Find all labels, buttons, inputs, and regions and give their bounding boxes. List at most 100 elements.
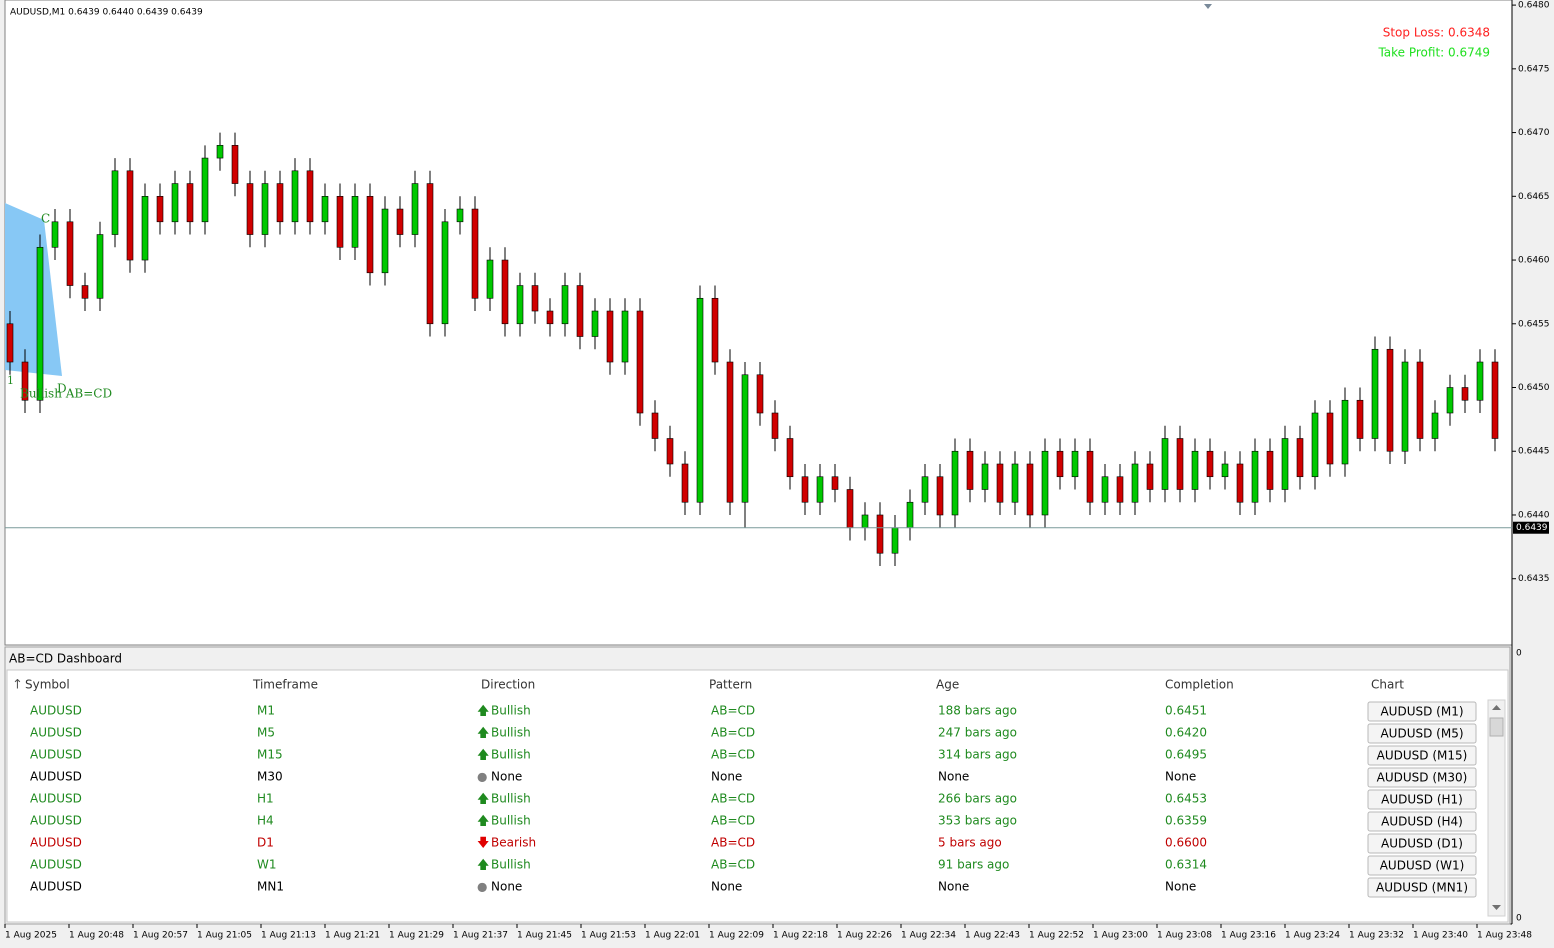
candle-body bbox=[1446, 387, 1454, 414]
candle-body bbox=[1131, 463, 1139, 503]
direction-icon: 🡅 bbox=[477, 704, 489, 718]
age: 247 bars ago bbox=[938, 726, 1017, 740]
chart-area bbox=[4, 0, 1513, 646]
column-header[interactable]: Pattern bbox=[709, 678, 752, 692]
chart-button-label[interactable]: AUDUSD (H4) bbox=[1381, 815, 1463, 829]
y-tick-label: 0.6470 bbox=[1518, 128, 1550, 138]
candle-body bbox=[201, 157, 209, 223]
age: None bbox=[938, 770, 969, 784]
candle-body bbox=[411, 183, 419, 235]
scroll-up[interactable] bbox=[1492, 705, 1501, 710]
candle-body bbox=[381, 208, 389, 274]
age: 5 bars ago bbox=[938, 836, 1002, 850]
candle-body bbox=[1431, 412, 1439, 439]
candle-body bbox=[66, 221, 74, 286]
column-header[interactable]: Direction bbox=[481, 678, 535, 692]
current-price-box bbox=[1513, 521, 1549, 534]
column-header[interactable]: Completion bbox=[1165, 678, 1234, 692]
chart-button-label[interactable]: AUDUSD (M30) bbox=[1377, 771, 1468, 785]
chart-button[interactable] bbox=[1367, 745, 1477, 766]
candle-body bbox=[336, 196, 344, 248]
chart-button-label[interactable]: AUDUSD (W1) bbox=[1380, 859, 1465, 873]
chart-button[interactable] bbox=[1367, 789, 1477, 810]
candle-body bbox=[1371, 348, 1379, 439]
y-tick-label: 0.6480 bbox=[1518, 1, 1550, 11]
timeframe: M5 bbox=[257, 726, 275, 740]
pattern: AB=CD bbox=[711, 814, 755, 828]
age: 314 bars ago bbox=[938, 748, 1017, 762]
x-tick-label: 1 Aug 22:09 bbox=[709, 931, 764, 941]
chart-button-label[interactable]: AUDUSD (H1) bbox=[1381, 793, 1463, 807]
candle-body bbox=[126, 170, 134, 261]
x-tick-label: 1 Aug 21:37 bbox=[453, 931, 508, 941]
age: 266 bars ago bbox=[938, 792, 1017, 806]
x-tick-label: 1 Aug 23:24 bbox=[1285, 931, 1340, 941]
candle-body bbox=[351, 196, 359, 248]
scroll-down[interactable] bbox=[1492, 905, 1501, 910]
candle-body bbox=[1116, 476, 1124, 503]
scrollbar[interactable] bbox=[1487, 699, 1506, 917]
point-label: 1 bbox=[7, 374, 14, 387]
x-tick-label: 1 Aug 23:32 bbox=[1349, 931, 1404, 941]
chart-button[interactable] bbox=[1367, 701, 1477, 722]
candle-body bbox=[816, 476, 824, 503]
candle-body bbox=[1296, 438, 1304, 478]
subwindow-tick: 0 bbox=[1516, 914, 1522, 924]
direction: Bullish bbox=[491, 704, 531, 718]
candle-body bbox=[981, 463, 989, 490]
y-tick-label: 0.6455 bbox=[1518, 319, 1550, 329]
candle-body bbox=[231, 145, 239, 184]
column-header[interactable]: Timeframe bbox=[252, 678, 318, 692]
chart-button[interactable] bbox=[1367, 877, 1477, 898]
symbol: AUDUSD bbox=[30, 748, 82, 762]
candle-body bbox=[21, 361, 29, 401]
x-tick-label: 1 Aug 23:00 bbox=[1093, 931, 1148, 941]
candle-body bbox=[111, 170, 119, 235]
x-tick-label: 1 Aug 21:05 bbox=[197, 931, 252, 941]
chart-button-label[interactable]: AUDUSD (M15) bbox=[1377, 749, 1468, 763]
chart-button[interactable] bbox=[1367, 811, 1477, 832]
symbol: AUDUSD bbox=[30, 704, 82, 718]
chart-button[interactable] bbox=[1367, 767, 1477, 788]
y-tick-label: 0.6475 bbox=[1518, 64, 1550, 74]
column-header[interactable]: Age bbox=[936, 678, 959, 692]
sort-indicator: ↑ bbox=[12, 678, 23, 693]
candle-body bbox=[366, 196, 374, 274]
timeframe: H1 bbox=[257, 792, 274, 806]
scroll-thumb[interactable] bbox=[1489, 717, 1504, 737]
completion: 0.6420 bbox=[1165, 726, 1207, 740]
candle-body bbox=[1266, 450, 1274, 490]
candle-body bbox=[1086, 450, 1094, 503]
chart-button-label[interactable]: AUDUSD (D1) bbox=[1381, 837, 1463, 851]
direction: None bbox=[491, 770, 522, 784]
completion: 0.6359 bbox=[1165, 814, 1207, 828]
column-header[interactable]: Chart bbox=[1371, 678, 1404, 692]
candle-body bbox=[36, 246, 44, 401]
chart-button-label[interactable]: AUDUSD (MN1) bbox=[1376, 881, 1468, 895]
chart-button-label[interactable]: AUDUSD (M5) bbox=[1380, 727, 1463, 741]
x-tick-label: 1 Aug 21:29 bbox=[389, 931, 444, 941]
chart-button[interactable] bbox=[1367, 855, 1477, 876]
chart-button[interactable] bbox=[1367, 833, 1477, 854]
x-tick-label: 1 Aug 21:13 bbox=[261, 931, 316, 941]
column-header[interactable]: Symbol bbox=[25, 678, 70, 692]
candle-body bbox=[1056, 450, 1064, 478]
x-tick-label: 1 Aug 22:01 bbox=[645, 931, 700, 941]
candle-body bbox=[621, 310, 629, 363]
completion: None bbox=[1165, 880, 1196, 894]
candle-body bbox=[1356, 399, 1364, 439]
chart-button-label[interactable]: AUDUSD (M1) bbox=[1380, 705, 1463, 719]
y-tick-label: 0.6460 bbox=[1518, 256, 1550, 266]
candle-body bbox=[141, 196, 149, 261]
pattern-area bbox=[5, 203, 62, 376]
table-body: Symbol Timeframe Direction Pattern Age Comple… bbox=[25, 678, 1477, 898]
stop-loss: Stop Loss: 0.6348 bbox=[1383, 26, 1490, 40]
take-profit: Take Profit: 0.6749 bbox=[1377, 46, 1490, 60]
chart-button[interactable] bbox=[1367, 723, 1477, 744]
candle-body bbox=[591, 310, 599, 337]
candle-body bbox=[846, 489, 854, 529]
candle-body bbox=[561, 285, 569, 325]
completion: None bbox=[1165, 770, 1196, 784]
direction-icon: 🡅 bbox=[477, 858, 489, 872]
x-tick-label: 1 Aug 21:21 bbox=[325, 931, 380, 941]
